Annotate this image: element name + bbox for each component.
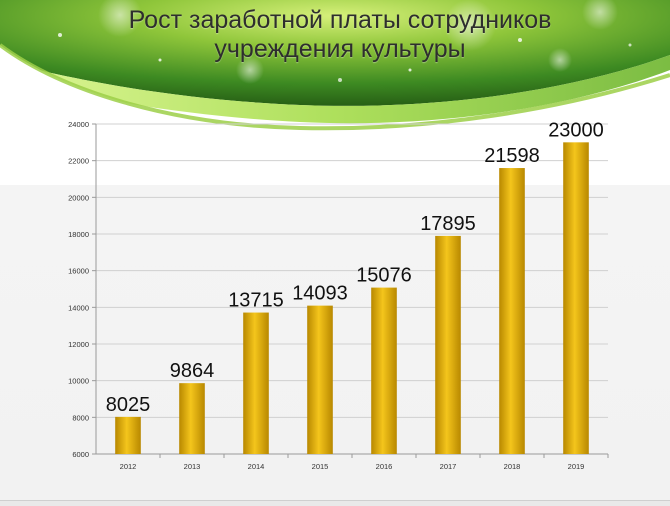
data-label: 13715 bbox=[228, 290, 284, 312]
data-labels: 8025 9864 13715 14093 15076 17895 21598 23000 bbox=[106, 119, 604, 416]
bar-2014 bbox=[243, 312, 269, 454]
y-tick-label: 20000 bbox=[68, 193, 89, 202]
x-tick-label: 2019 bbox=[568, 462, 585, 471]
data-label: 14093 bbox=[292, 283, 348, 305]
y-tick-label: 22000 bbox=[68, 157, 89, 166]
x-tick-label: 2015 bbox=[312, 462, 329, 471]
x-tick-label: 2018 bbox=[504, 462, 521, 471]
data-label: 23000 bbox=[548, 119, 604, 141]
slide-title: Рост заработной платы сотрудников учрежд… bbox=[90, 6, 590, 64]
x-tick-label: 2012 bbox=[120, 462, 137, 471]
y-tick-label: 14000 bbox=[68, 303, 89, 312]
y-tick-label: 12000 bbox=[68, 340, 89, 349]
y-tick-label: 18000 bbox=[68, 230, 89, 239]
y-tick-label: 6000 bbox=[72, 450, 89, 459]
bar-2016 bbox=[371, 287, 397, 454]
x-axis-ticks: 2012 2013 2014 2015 2016 2017 2018 2019 bbox=[120, 454, 609, 471]
slide-title-line-2: учреждения культуры bbox=[214, 35, 466, 63]
data-label: 21598 bbox=[484, 145, 540, 167]
bar-2017 bbox=[435, 235, 461, 454]
slide-background bbox=[0, 185, 670, 505]
x-tick-label: 2013 bbox=[184, 462, 201, 471]
data-label: 17895 bbox=[420, 213, 476, 235]
bar-2015 bbox=[307, 305, 333, 454]
x-tick-label: 2017 bbox=[440, 462, 457, 471]
bar-2013 bbox=[179, 383, 205, 454]
y-tick-label: 16000 bbox=[68, 267, 89, 276]
slide-title-line-1: Рост заработной платы сотрудников bbox=[128, 6, 552, 34]
data-label: 9864 bbox=[170, 360, 215, 382]
data-label: 8025 bbox=[106, 394, 151, 416]
header-decoration bbox=[0, 0, 670, 185]
x-tick-label: 2016 bbox=[376, 462, 393, 471]
bottom-border bbox=[0, 500, 670, 506]
data-label: 15076 bbox=[356, 265, 412, 287]
x-tick-label: 2014 bbox=[248, 462, 265, 471]
y-tick-label: 10000 bbox=[68, 377, 89, 386]
gridlines bbox=[96, 123, 608, 455]
bar-2012 bbox=[115, 416, 141, 454]
y-tick-label: 24000 bbox=[68, 120, 89, 129]
bars bbox=[115, 142, 589, 455]
bar-2018 bbox=[499, 168, 525, 454]
y-tick-label: 8000 bbox=[72, 413, 89, 422]
bar-2019 bbox=[563, 142, 589, 455]
